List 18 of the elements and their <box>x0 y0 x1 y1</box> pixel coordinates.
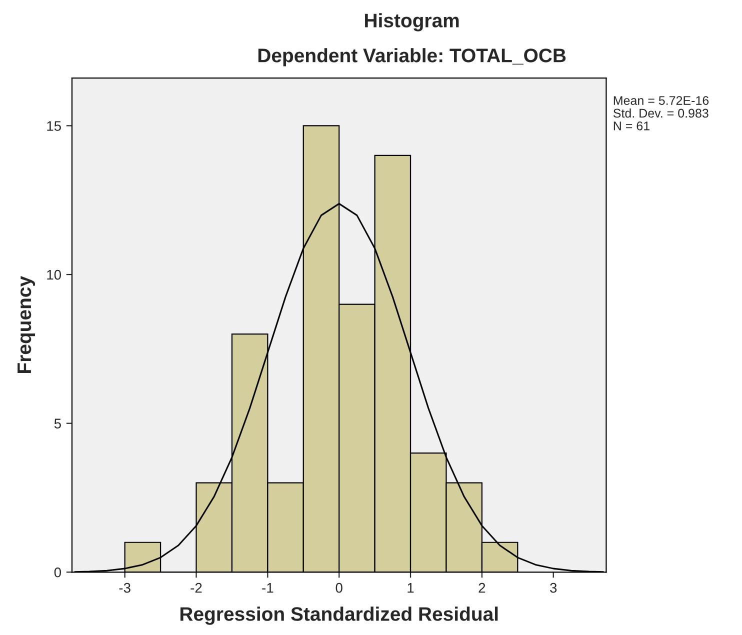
x-tick-label: -3 <box>119 582 130 593</box>
x-tick-label: -1 <box>262 583 274 593</box>
x-tick-label: 3 <box>550 582 557 593</box>
x-tick-label: -2 <box>190 582 202 593</box>
x-tick-label: 2 <box>478 582 486 593</box>
x-tick-label: 0 <box>336 582 342 593</box>
text: Std. Dev. = 0.983 <box>613 108 708 118</box>
y-tick-label: 10 <box>47 270 62 280</box>
chart-title: Histogram <box>365 13 459 32</box>
chart-subtitle: Dependent Variable: TOTAL_OCB <box>258 48 566 66</box>
y-tick-label: 15 <box>47 121 61 131</box>
y-axis-title: Frequency <box>18 276 35 373</box>
text: Mean = 5.72E-16 <box>614 96 709 105</box>
text: N = 61 <box>614 122 650 130</box>
x-axis-title: Regression Standardized Residual <box>180 606 498 625</box>
x-tick-label: 1 <box>408 583 414 593</box>
y-tick-label: 0 <box>54 567 62 578</box>
y-tick-label: 5 <box>54 418 61 428</box>
